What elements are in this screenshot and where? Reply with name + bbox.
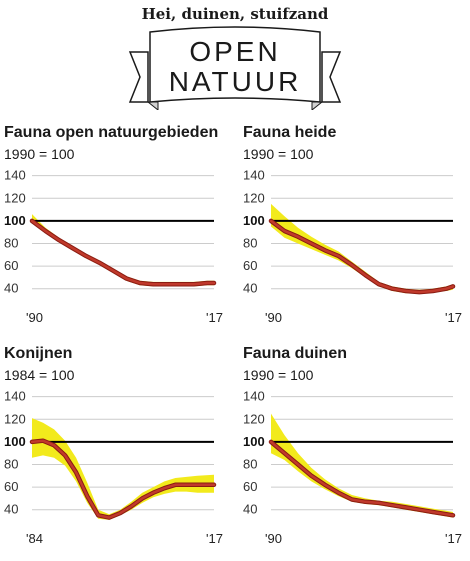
chart-subtitle: 1990 = 100 xyxy=(243,146,314,162)
banner-main xyxy=(149,26,321,103)
y-tick-label: 120 xyxy=(243,190,265,205)
x-tick-label-end: '17 xyxy=(206,531,223,546)
x-tick-label-start: '90 xyxy=(26,310,43,325)
chart-title: Konijnen xyxy=(4,345,73,362)
header-subtitle: Hei, duinen, stuifzand xyxy=(141,5,329,23)
trend-line xyxy=(269,440,455,517)
y-tick-label: 40 xyxy=(4,502,18,517)
y-tick-label: 60 xyxy=(4,258,18,273)
y-tick-label: 140 xyxy=(4,389,26,404)
chart-svg: 40 60 80 100 120 140 '90 '17 xyxy=(243,168,462,325)
y-tick-label: 140 xyxy=(4,168,26,183)
x-tick-label-end: '17 xyxy=(445,531,462,546)
chart-panel-fauna-heide: Fauna heide 1990 = 100 40 60 80 100 120 140 '9… xyxy=(243,124,470,339)
y-tick-label: 80 xyxy=(243,235,257,250)
y-tick-label: 80 xyxy=(243,456,257,471)
chart-title: Fauna open natuurgebieden xyxy=(4,124,219,141)
y-tick-label: 80 xyxy=(4,235,18,250)
trend-line xyxy=(30,219,216,286)
chart-panel-fauna-open: Fauna open natuurgebieden 1990 = 100 40 6… xyxy=(4,124,234,339)
y-tick-label: 80 xyxy=(4,456,18,471)
y-tick-label: 100 xyxy=(243,213,265,228)
y-tick-label: 140 xyxy=(243,168,265,183)
y-tick-label: 40 xyxy=(243,281,257,296)
trend-line-outline xyxy=(29,218,217,287)
x-tick-label-start: '90 xyxy=(265,531,282,546)
y-tick-label: 40 xyxy=(4,281,18,296)
banner-right-fold xyxy=(321,51,342,103)
chart-subtitle: 1990 = 100 xyxy=(243,367,314,383)
banner-line-1: OPEN xyxy=(189,36,281,67)
y-tick-label: 120 xyxy=(4,190,26,205)
confidence-band xyxy=(271,413,453,518)
y-tick-label: 120 xyxy=(243,411,265,426)
chart-subtitle: 1984 = 100 xyxy=(4,367,75,383)
y-tick-label: 100 xyxy=(4,434,26,449)
confidence-band xyxy=(32,418,214,520)
y-tick-label: 120 xyxy=(4,411,26,426)
y-tick-label: 60 xyxy=(243,258,257,273)
chart-panel-fauna-duinen: Fauna duinen 1990 = 100 40 60 80 100 120 140 '… xyxy=(243,345,470,560)
banner-line-2: NATUUR xyxy=(168,66,302,97)
chart-svg: 40 60 80 100 120 140 '84 '17 xyxy=(4,389,223,546)
y-tick-label: 100 xyxy=(243,434,265,449)
chart-title: Fauna heide xyxy=(243,124,337,141)
chart-panel-konijnen: Konijnen 1984 = 100 40 60 80 100 120 140 '84 '1… xyxy=(4,345,234,560)
banner-right-tail xyxy=(311,101,324,110)
y-tick-label: 60 xyxy=(4,479,18,494)
banner-left-fold xyxy=(128,51,149,103)
x-tick-label-end: '17 xyxy=(206,310,223,325)
y-tick-label: 100 xyxy=(4,213,26,228)
banner-left-tail xyxy=(146,101,159,110)
trend-line xyxy=(30,439,216,519)
chart-svg: 40 60 80 100 120 140 '90 '17 xyxy=(243,389,462,546)
x-tick-label-start: '84 xyxy=(26,531,43,546)
trend-line xyxy=(269,219,455,294)
y-tick-label: 60 xyxy=(243,479,257,494)
banner xyxy=(128,26,342,110)
trend-line-outline xyxy=(268,439,456,518)
confidence-band xyxy=(271,203,453,294)
y-tick-label: 140 xyxy=(243,389,265,404)
x-tick-label-start: '90 xyxy=(265,310,282,325)
y-tick-label: 40 xyxy=(243,502,257,517)
chart-title: Fauna duinen xyxy=(243,345,347,362)
x-tick-label-end: '17 xyxy=(445,310,462,325)
chart-subtitle: 1990 = 100 xyxy=(4,146,75,162)
chart-svg: 40 60 80 100 120 140 '90 '17 xyxy=(4,168,223,325)
